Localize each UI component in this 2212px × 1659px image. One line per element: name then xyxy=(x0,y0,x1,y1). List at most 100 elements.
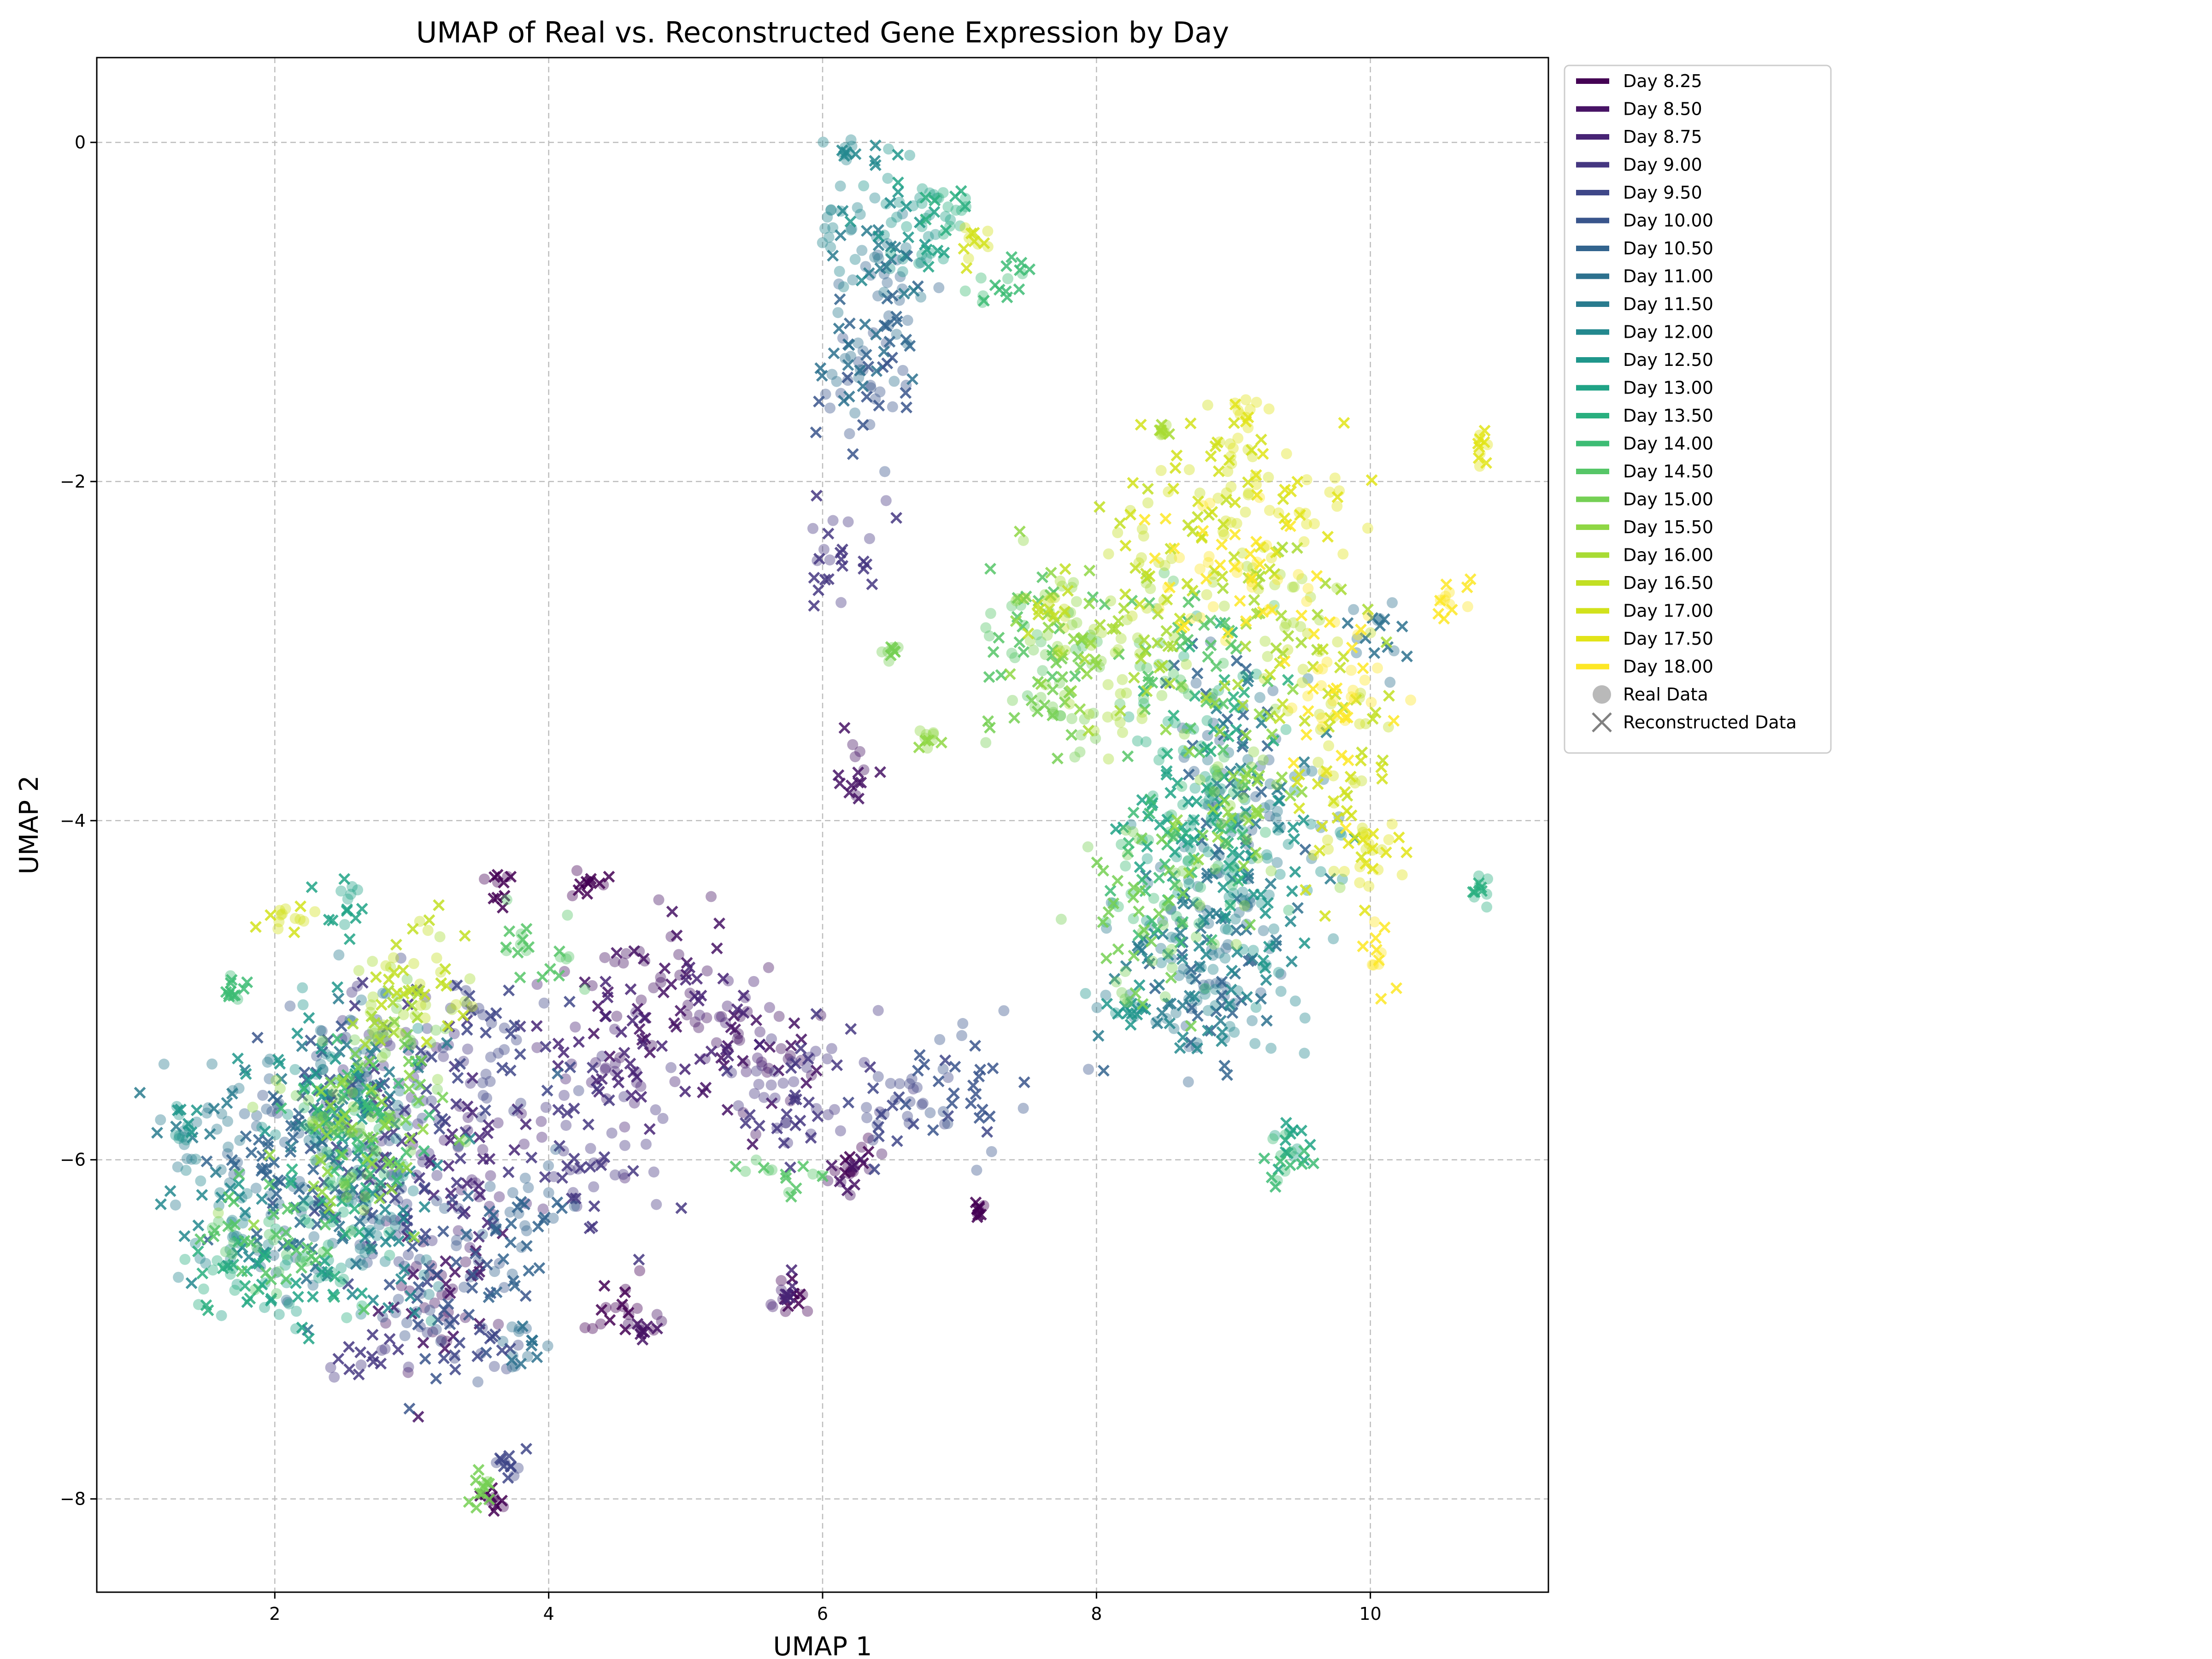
real-point xyxy=(1265,865,1277,877)
reconstructed-point xyxy=(1182,768,1195,781)
real-point xyxy=(975,272,987,284)
reconstructed-point xyxy=(354,1346,367,1359)
reconstructed-point xyxy=(881,293,894,305)
real-point xyxy=(904,1078,915,1089)
real-point xyxy=(180,1165,192,1176)
real-point xyxy=(227,1085,239,1096)
real-point xyxy=(1202,1005,1214,1016)
reconstructed-point xyxy=(383,1066,395,1078)
legend-label: Day 10.00 xyxy=(1623,211,1713,231)
reconstructed-point xyxy=(454,1058,466,1070)
reconstructed-point xyxy=(1176,948,1188,961)
real-point xyxy=(609,1169,621,1181)
real-point xyxy=(1195,882,1206,893)
real-point xyxy=(1103,753,1114,765)
legend-label: Day 14.00 xyxy=(1623,434,1713,454)
reconstructed-point xyxy=(736,1055,749,1067)
real-point xyxy=(325,1362,336,1373)
real-point xyxy=(588,1157,600,1169)
real-point xyxy=(512,1462,524,1474)
reconstructed-point xyxy=(1241,991,1253,1003)
real-point xyxy=(484,1181,496,1192)
reconstructed-point xyxy=(356,903,368,915)
real-point xyxy=(1177,799,1188,811)
reconstructed-point xyxy=(651,1322,664,1335)
reconstructed-point xyxy=(274,1058,286,1070)
reconstructed-point xyxy=(1217,881,1230,894)
real-point xyxy=(1125,819,1137,830)
real-point xyxy=(1040,649,1051,660)
reconstructed-point xyxy=(449,1363,461,1376)
reconstructed-point xyxy=(326,914,339,927)
real-point xyxy=(347,881,358,892)
real-point xyxy=(297,1182,309,1193)
reconstructed-point xyxy=(1219,835,1232,847)
reconstructed-point xyxy=(611,947,623,959)
real-point xyxy=(978,1200,989,1212)
real-point xyxy=(1268,923,1280,935)
real-point xyxy=(1259,635,1271,647)
real-point xyxy=(431,952,442,964)
y-tick-label: −2 xyxy=(60,471,86,492)
reconstructed-point xyxy=(442,1160,455,1172)
reconstructed-point xyxy=(965,1097,977,1110)
reconstructed-point xyxy=(285,1173,297,1186)
real-point xyxy=(359,1191,371,1202)
real-point xyxy=(473,1255,484,1266)
reconstructed-point xyxy=(1165,997,1177,1010)
real-point xyxy=(1120,860,1131,872)
reconstructed-point xyxy=(471,1350,484,1363)
real-point xyxy=(542,1340,553,1352)
real-point xyxy=(234,1135,246,1146)
real-point xyxy=(206,1058,218,1070)
real-point xyxy=(415,1000,427,1011)
real-point xyxy=(538,997,550,1009)
reconstructed-point xyxy=(316,1265,328,1278)
reconstructed-point xyxy=(765,1097,778,1109)
real-point xyxy=(303,1135,315,1146)
real-point xyxy=(609,956,621,967)
reconstructed-point xyxy=(900,401,912,414)
reconstructed-point xyxy=(843,786,856,799)
reconstructed-point xyxy=(1259,962,1271,974)
real-point xyxy=(1271,1175,1283,1187)
real-point xyxy=(1254,492,1265,503)
real-point xyxy=(1263,403,1275,415)
real-point xyxy=(635,1081,647,1092)
real-point xyxy=(876,1148,888,1160)
reconstructed-point xyxy=(285,1119,297,1132)
reconstructed-point xyxy=(836,543,848,556)
real-point xyxy=(540,1102,552,1113)
real-point xyxy=(849,407,861,419)
reconstructed-point xyxy=(1230,654,1243,667)
reconstructed-point xyxy=(1286,885,1298,897)
reconstructed-point xyxy=(1108,973,1121,985)
real-point xyxy=(569,1200,580,1212)
real-point xyxy=(983,630,995,641)
reconstructed-point xyxy=(262,1140,274,1153)
real-point xyxy=(1387,597,1398,608)
real-point xyxy=(889,1094,901,1106)
real-point xyxy=(377,1052,388,1063)
real-point xyxy=(665,1062,677,1073)
real-point xyxy=(283,1298,295,1310)
reconstructed-point xyxy=(498,1460,510,1472)
real-point xyxy=(732,1033,743,1045)
real-point xyxy=(290,1090,302,1101)
reconstructed-point xyxy=(556,1171,568,1184)
real-point xyxy=(1186,973,1197,985)
reconstructed-point xyxy=(395,1135,408,1147)
reconstructed-point xyxy=(635,1091,647,1103)
reconstructed-point xyxy=(533,1262,546,1274)
real-point xyxy=(481,1092,493,1104)
reconstructed-point xyxy=(1141,841,1153,853)
real-point xyxy=(1270,812,1282,824)
reconstructed-point xyxy=(1120,960,1132,972)
reconstructed-point xyxy=(904,340,916,352)
real-point xyxy=(399,1260,410,1272)
reconstructed-point xyxy=(753,1119,765,1132)
reconstructed-point xyxy=(919,213,932,226)
reconstructed-point xyxy=(834,293,846,306)
real-point xyxy=(849,253,861,265)
reconstructed-point xyxy=(584,1160,596,1173)
